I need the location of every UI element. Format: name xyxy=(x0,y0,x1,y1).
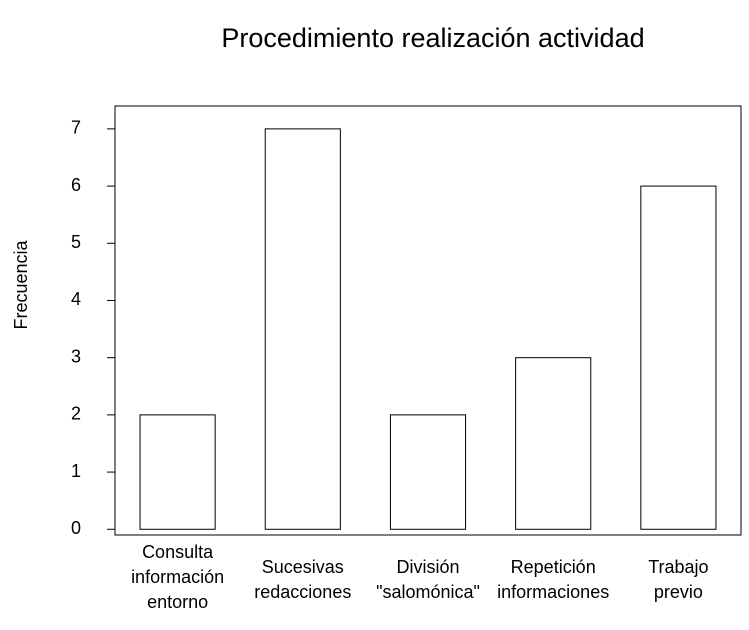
x-tick-label: Sucesivas xyxy=(262,557,344,577)
x-tick-label: redacciones xyxy=(254,582,351,602)
x-tick-label: entorno xyxy=(147,592,208,612)
x-tick-label: "salomónica" xyxy=(376,582,480,602)
y-tick-label: 2 xyxy=(71,404,81,424)
chart-title: Procedimiento realización actividad xyxy=(221,23,644,53)
x-tick-label: informaciones xyxy=(497,582,609,602)
x-tick-label: información xyxy=(131,567,224,587)
plot-frame xyxy=(114,105,742,536)
bar xyxy=(139,414,216,530)
y-tick-label: 3 xyxy=(71,346,81,366)
y-tick-label: 6 xyxy=(71,175,81,195)
x-tick-label: Repetición xyxy=(511,557,596,577)
bar xyxy=(389,414,467,530)
bar xyxy=(264,128,341,530)
x-tick-label: previo xyxy=(654,582,703,602)
x-tick-label: Consulta xyxy=(142,542,214,562)
y-tick-label: 4 xyxy=(71,289,81,309)
bar xyxy=(515,357,592,530)
y-axis-label: Frecuencia xyxy=(11,239,31,329)
x-tick-label: División xyxy=(396,557,459,577)
y-tick-label: 0 xyxy=(71,518,81,538)
y-tick-label: 1 xyxy=(71,461,81,481)
bar xyxy=(640,185,717,530)
x-tick-label: Trabajo xyxy=(648,557,708,577)
y-tick-label: 7 xyxy=(71,118,81,138)
y-tick-label: 5 xyxy=(71,232,81,252)
